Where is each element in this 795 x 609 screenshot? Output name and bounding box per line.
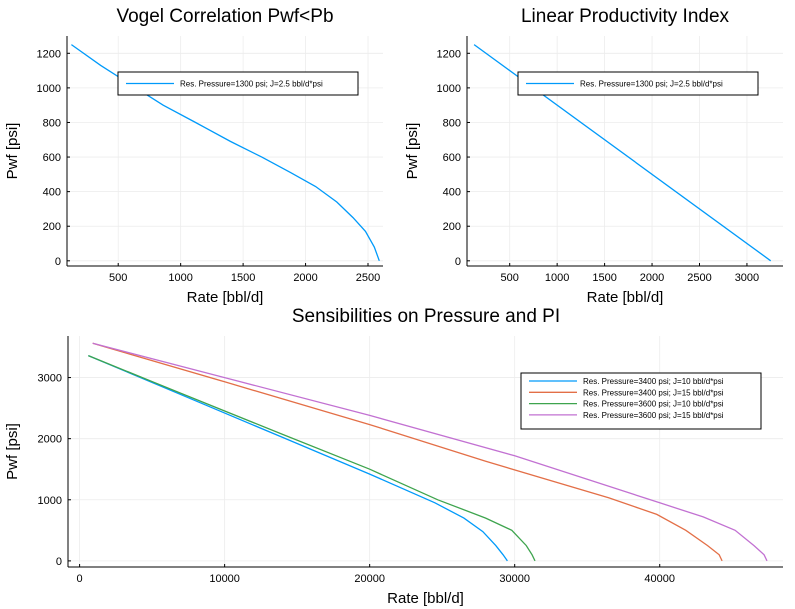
y-tick-label: 2000 bbox=[38, 434, 62, 446]
legend: Res. Pressure=1300 psi; J=2.5 bbl/d*psi bbox=[117, 71, 359, 96]
legend-label: Res. Pressure=3600 psi; J=10 bbl/d*psi bbox=[583, 400, 724, 409]
y-tick-label: 1000 bbox=[437, 83, 461, 95]
x-tick-label: 500 bbox=[501, 272, 519, 284]
y-tick-label: 1200 bbox=[437, 48, 461, 60]
legend-label: Res. Pressure=3400 psi; J=10 bbl/d*psi bbox=[583, 377, 724, 386]
y-tick-label: 0 bbox=[455, 256, 461, 268]
y-tick-label: 200 bbox=[443, 221, 461, 233]
x-axis-label: Rate [bbl/d] bbox=[187, 289, 264, 306]
x-tick-label: 10000 bbox=[209, 573, 240, 585]
y-tick-label: 1000 bbox=[38, 495, 62, 507]
x-tick-label: 1000 bbox=[545, 272, 569, 284]
x-tick-label: 20000 bbox=[354, 573, 385, 585]
y-tick-label: 800 bbox=[443, 117, 461, 129]
x-axis-label: Rate [bbl/d] bbox=[387, 590, 464, 607]
y-axis-label: Pwf [psi] bbox=[4, 423, 21, 480]
x-tick-label: 0 bbox=[77, 573, 83, 585]
x-axis-label: Rate [bbl/d] bbox=[587, 289, 664, 306]
y-tick-label: 1000 bbox=[37, 83, 61, 95]
x-tick-label: 1000 bbox=[168, 272, 192, 284]
chart-title: Vogel Correlation Pwf<Pb bbox=[116, 6, 333, 27]
plot-2: 500 1000 1500 2000 2500 3000 0 200 400 600 800 1000… bbox=[404, 6, 783, 306]
series-line bbox=[92, 342, 723, 562]
x-tick-label: 2500 bbox=[687, 272, 711, 284]
plot-1: 500 1000 1500 2000 2500 0 200 400 600 800 1000 1200… bbox=[4, 6, 383, 306]
y-tick-label: 400 bbox=[443, 187, 461, 199]
x-tick-label: 30000 bbox=[499, 573, 530, 585]
x-tick-label: 1500 bbox=[231, 272, 255, 284]
series-line bbox=[92, 342, 768, 562]
chart-title: Linear Productivity Index bbox=[521, 6, 730, 27]
y-tick-label: 600 bbox=[43, 152, 61, 164]
y-axis-label: Pwf [psi] bbox=[4, 123, 21, 180]
plot-3: 0 10000 20000 30000 40000 0 1000 2000 3000 Sensib… bbox=[4, 306, 783, 607]
y-axis-label: Pwf [psi] bbox=[404, 123, 421, 180]
legend-box bbox=[517, 71, 759, 96]
y-tick-label: 1200 bbox=[37, 48, 61, 60]
y-tick-label: 800 bbox=[43, 117, 61, 129]
legend-label: Res. Pressure=3600 psi; J=15 bbl/d*psi bbox=[583, 411, 724, 420]
legend-box bbox=[520, 372, 762, 430]
x-tick-label: 40000 bbox=[644, 573, 675, 585]
chart-title: Sensibilities on Pressure and PI bbox=[292, 306, 560, 327]
legend: Res. Pressure=3400 psi; J=10 bbl/d*psi Re… bbox=[520, 372, 762, 430]
legend: Res. Pressure=1300 psi; J=2.5 bbl/d*psi bbox=[517, 71, 759, 96]
series-line bbox=[88, 354, 536, 562]
legend-label: Res. Pressure=3400 psi; J=15 bbl/d*psi bbox=[583, 388, 724, 397]
y-tick-label: 0 bbox=[56, 556, 62, 568]
x-tick-label: 500 bbox=[109, 272, 127, 284]
series-line bbox=[88, 355, 508, 562]
legend-box bbox=[117, 71, 359, 96]
x-tick-label: 2500 bbox=[356, 272, 380, 284]
y-tick-label: 400 bbox=[43, 187, 61, 199]
x-tick-label: 3000 bbox=[735, 272, 759, 284]
y-tick-label: 3000 bbox=[38, 373, 62, 385]
y-tick-label: 600 bbox=[443, 152, 461, 164]
legend-label: Res. Pressure=1300 psi; J=2.5 bbl/d*psi bbox=[180, 80, 323, 89]
legend-label: Res. Pressure=1300 psi; J=2.5 bbl/d*psi bbox=[580, 80, 723, 89]
x-tick-label: 1500 bbox=[592, 272, 616, 284]
y-tick-label: 200 bbox=[43, 221, 61, 233]
y-tick-label: 0 bbox=[55, 256, 61, 268]
x-tick-label: 2000 bbox=[640, 272, 664, 284]
x-tick-label: 2000 bbox=[293, 272, 317, 284]
